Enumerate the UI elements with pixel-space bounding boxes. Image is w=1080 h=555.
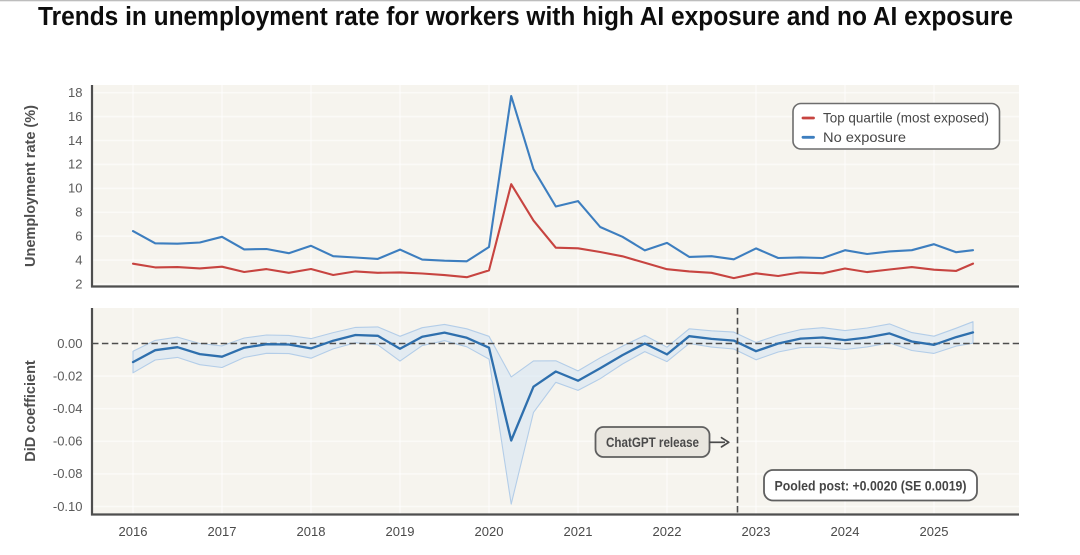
svg-text:-0.02: -0.02 [53,368,83,383]
svg-text:4: 4 [75,252,82,267]
svg-text:2019: 2019 [386,524,415,539]
svg-text:2017: 2017 [208,524,237,539]
svg-text:Trends in unemployment rate fo: Trends in unemployment rate for workers … [38,3,1013,31]
svg-text:-0.08: -0.08 [53,466,83,481]
svg-text:-0.10: -0.10 [53,499,83,514]
svg-text:2023: 2023 [742,524,771,539]
svg-text:-0.04: -0.04 [53,401,83,416]
svg-text:2021: 2021 [564,524,593,539]
svg-text:2016: 2016 [119,524,148,539]
svg-text:2022: 2022 [653,524,682,539]
svg-text:2025: 2025 [920,524,949,539]
svg-text:14: 14 [68,133,82,148]
svg-text:No exposure: No exposure [823,129,906,145]
svg-text:-0.06: -0.06 [53,434,83,449]
svg-text:10: 10 [68,181,82,196]
svg-text:Pooled post: +0.0020 (SE 0.001: Pooled post: +0.0020 (SE 0.0019) [775,478,967,494]
svg-text:2020: 2020 [475,524,504,539]
svg-text:16: 16 [68,109,82,124]
svg-text:Top quartile (most exposed): Top quartile (most exposed) [823,110,989,126]
svg-text:18: 18 [68,85,82,100]
svg-text:2: 2 [75,276,82,291]
svg-text:2024: 2024 [831,524,860,539]
svg-text:8: 8 [75,205,82,220]
svg-text:Unemployment rate (%): Unemployment rate (%) [23,105,39,267]
svg-text:2018: 2018 [297,524,326,539]
svg-text:ChatGPT release: ChatGPT release [606,435,699,450]
svg-text:6: 6 [75,229,82,244]
svg-text:12: 12 [68,157,82,172]
svg-text:0.00: 0.00 [57,336,82,351]
svg-text:DiD coefficient: DiD coefficient [23,360,39,462]
